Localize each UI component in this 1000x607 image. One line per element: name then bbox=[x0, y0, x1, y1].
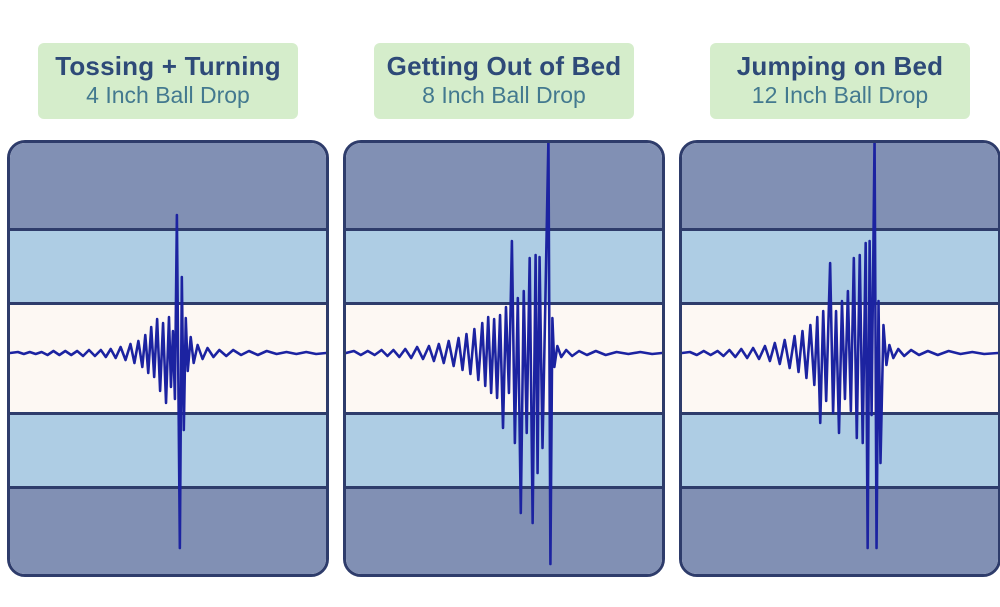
panel-title: Getting Out of Bed bbox=[386, 51, 622, 82]
seismograph-panel-2 bbox=[343, 140, 665, 577]
panel-subtitle: 8 Inch Ball Drop bbox=[422, 82, 586, 109]
column-getting-out-of-bed: Getting Out of Bed 8 Inch Ball Drop bbox=[343, 43, 665, 577]
header-card-getting-out-of-bed: Getting Out of Bed 8 Inch Ball Drop bbox=[374, 43, 634, 119]
band-light-upper bbox=[682, 228, 998, 302]
band-dark-bottom bbox=[346, 486, 662, 574]
header-card-jumping-on-bed: Jumping on Bed 12 Inch Ball Drop bbox=[710, 43, 970, 119]
panel-title: Jumping on Bed bbox=[736, 51, 944, 82]
band-dark-top bbox=[10, 143, 326, 228]
band-dark-top bbox=[346, 143, 662, 228]
band-dark-bottom bbox=[682, 486, 998, 574]
waveform-trace bbox=[682, 143, 998, 550]
band-dark-bottom bbox=[10, 486, 326, 574]
waveform-chart bbox=[10, 213, 326, 550]
column-jumping-on-bed: Jumping on Bed 12 Inch Ball Drop bbox=[679, 43, 1000, 577]
band-dark-top bbox=[682, 143, 998, 228]
band-light-lower bbox=[10, 412, 326, 486]
waveform-trace bbox=[10, 213, 326, 550]
seismograph-panel-1 bbox=[7, 140, 329, 577]
mattress-bands bbox=[10, 143, 326, 574]
band-light-upper bbox=[346, 228, 662, 302]
header-card-tossing-turning: Tossing + Turning 4 Inch Ball Drop bbox=[38, 43, 298, 119]
panel-title: Tossing + Turning bbox=[55, 51, 281, 82]
panel-subtitle: 4 Inch Ball Drop bbox=[86, 82, 250, 109]
waveform-trace bbox=[346, 143, 662, 566]
panel-columns: Tossing + Turning 4 Inch Ball Drop Get bbox=[7, 43, 1000, 577]
band-light-upper bbox=[10, 228, 326, 302]
waveform-chart bbox=[682, 143, 998, 550]
waveform-chart bbox=[346, 143, 662, 566]
seismograph-panel-3 bbox=[679, 140, 1000, 577]
column-tossing-turning: Tossing + Turning 4 Inch Ball Drop bbox=[7, 43, 329, 577]
panel-subtitle: 12 Inch Ball Drop bbox=[751, 82, 929, 109]
